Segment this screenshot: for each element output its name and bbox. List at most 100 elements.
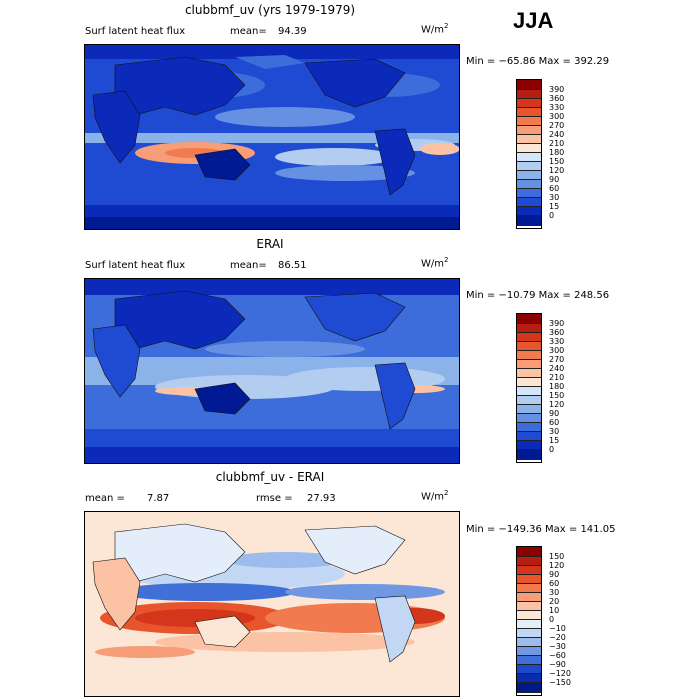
panel-1-title: clubbmf_uv (yrs 1979-1979) <box>184 3 356 17</box>
panel-2-colorbar-cell <box>517 396 541 405</box>
panel-3-colorbar-cell <box>517 584 541 593</box>
panel-2-colorbar-tick: 120 <box>549 400 565 409</box>
panel-2-map <box>84 278 460 464</box>
panel-1-colorbar-tick: 180 <box>549 148 565 157</box>
panel-2-colorbar-cell <box>517 423 541 432</box>
panel-3-units: W/m2 <box>421 489 449 503</box>
panel-3-rmse-label: rmse = <box>256 493 293 504</box>
panel-3-colorbar-cell <box>517 575 541 584</box>
panel-2-colorbar-cell <box>517 450 541 460</box>
panel-1-map-svg <box>85 45 459 229</box>
panel-2-colorbar-cell <box>517 378 541 387</box>
panel-1-colorbar-tick: 30 <box>549 193 560 202</box>
panel-3-colorbar-cell <box>517 638 541 647</box>
panel-3-colorbar-tick: −10 <box>549 624 566 633</box>
panel-3-colorbar-cell <box>517 602 541 611</box>
panel-1-colorbar-tick: 210 <box>549 139 565 148</box>
panel-3-colorbar-tick: 90 <box>549 570 560 579</box>
panel-3-colorbar-tick: −120 <box>549 669 571 678</box>
panel-1-colorbar-tick: 240 <box>549 130 565 139</box>
panel-3-colorbar-tick: −60 <box>549 651 566 660</box>
panel-3-colorbar-cell <box>517 611 541 620</box>
panel-3-colorbar-tick: −30 <box>549 642 566 651</box>
panel-1-colorbar-cell <box>517 153 541 162</box>
panel-3-colorbar-tick: 0 <box>549 615 555 624</box>
panel-3-colorbar-tick: 10 <box>549 606 560 615</box>
panel-2-colorbar-tick: 90 <box>549 409 560 418</box>
panel-2-colorbar-cell <box>517 342 541 351</box>
panel-3-map <box>84 511 460 697</box>
panel-3-colorbar-tick: 20 <box>549 597 560 606</box>
panel-1-mean-value: 94.39 <box>278 26 307 37</box>
panel-1-colorbar-cell <box>517 80 541 90</box>
panel-3-colorbar-tick: 30 <box>549 588 560 597</box>
panel-2-colorbar-tick: 330 <box>549 337 565 346</box>
panel-1-colorbar-cell <box>517 180 541 189</box>
panel-2-colorbar-tick: 150 <box>549 391 565 400</box>
panel-2-colorbar-cell <box>517 432 541 441</box>
panel-1-colorbar-tick: 90 <box>549 175 560 184</box>
panel-2-colorbar-cell <box>517 369 541 378</box>
panel-3-colorbar-cell <box>517 593 541 602</box>
panel-1-range: Min = −65.86 Max = 392.29 <box>466 56 610 67</box>
panel-1-colorbar-tick: 120 <box>549 166 565 175</box>
panel-2-colorbar-cell <box>517 351 541 360</box>
panel-2-colorbar-cell <box>517 324 541 333</box>
panel-1-colorbar-cell <box>517 207 541 216</box>
panel-1-colorbar-cell <box>517 216 541 226</box>
panel-2-colorbar-cell <box>517 414 541 423</box>
panel-2-colorbar-tick: 210 <box>549 373 565 382</box>
panel-1-colorbar-tick: 270 <box>549 121 565 130</box>
season-label: JJA <box>513 8 554 33</box>
panel-3-colorbar-cell <box>517 557 541 566</box>
panel-3-colorbar-cell <box>517 647 541 656</box>
panel-1-colorbar-tick: 330 <box>549 103 565 112</box>
panel-1-colorbar-cell <box>517 198 541 207</box>
panel-2-units: W/m2 <box>421 256 449 270</box>
panel-3-range: Min = −149.36 Max = 141.05 <box>466 524 616 535</box>
panel-2-mean-value: 86.51 <box>278 260 307 271</box>
panel-3-colorbar-cell <box>517 620 541 629</box>
panel-2-colorbar-tick: 300 <box>549 346 565 355</box>
panel-1-units: W/m2 <box>421 22 449 36</box>
panel-2-range: Min = −10.79 Max = 248.56 <box>466 290 610 301</box>
panel-1-colorbar-cell <box>517 135 541 144</box>
panel-2-map-svg <box>85 279 459 463</box>
panel-3-colorbar-cell <box>517 566 541 575</box>
panel-3-colorbar-tick: 150 <box>549 552 565 561</box>
panel-2-colorbar: 390 360 330 300 270 240 210 180 150 120 … <box>516 313 564 463</box>
panel-1-variable: Surf latent heat flux <box>85 26 186 37</box>
panel-1-colorbar-cell <box>517 108 541 117</box>
panel-3-colorbar-cell <box>517 629 541 638</box>
panel-3-colorbar-cell <box>517 547 541 557</box>
panel-2-colorbar-cell <box>517 360 541 369</box>
panel-2-colorbar-cell <box>517 405 541 414</box>
panel-3-title: clubbmf_uv - ERAI <box>215 470 325 484</box>
panel-2-variable: Surf latent heat flux <box>85 260 186 271</box>
panel-2-colorbar-cell <box>517 333 541 342</box>
panel-1-colorbar-tick: 60 <box>549 184 560 193</box>
panel-1-colorbar-cell <box>517 144 541 153</box>
panel-2-colorbar-tick: 360 <box>549 328 565 337</box>
panel-3-colorbar-tick: 120 <box>549 561 565 570</box>
panel-1-colorbar-cell <box>517 189 541 198</box>
panel-3-colorbar-tick: −90 <box>549 660 566 669</box>
panel-1-mean-label: mean= <box>230 26 267 37</box>
panel-1-colorbar-cell <box>517 126 541 135</box>
panel-1-colorbar-tick: 300 <box>549 112 565 121</box>
panel-1-colorbar-tick: 390 <box>549 85 565 94</box>
panel-3-colorbar-tick: 60 <box>549 579 560 588</box>
panel-3-colorbar-tick: −20 <box>549 633 566 642</box>
panel-3-colorbar-cell <box>517 656 541 665</box>
panel-1-colorbar-cell <box>517 117 541 126</box>
panel-2-colorbar-tick: 390 <box>549 319 565 328</box>
panel-3-colorbar-tick: −150 <box>549 678 571 687</box>
panel-1-colorbar-tick: 360 <box>549 94 565 103</box>
panel-3-mean-label: mean = <box>85 493 125 504</box>
panel-1-colorbar-tick: 0 <box>549 211 555 220</box>
panel-1-colorbar-tick: 150 <box>549 157 565 166</box>
panel-2-colorbar-cell <box>517 441 541 450</box>
panel-1-colorbar: 390 360 330 300 270 240 210 180 150 120 … <box>516 79 564 229</box>
panel-2-colorbar-tick: 15 <box>549 436 560 445</box>
panel-2-colorbar-tick: 270 <box>549 355 565 364</box>
